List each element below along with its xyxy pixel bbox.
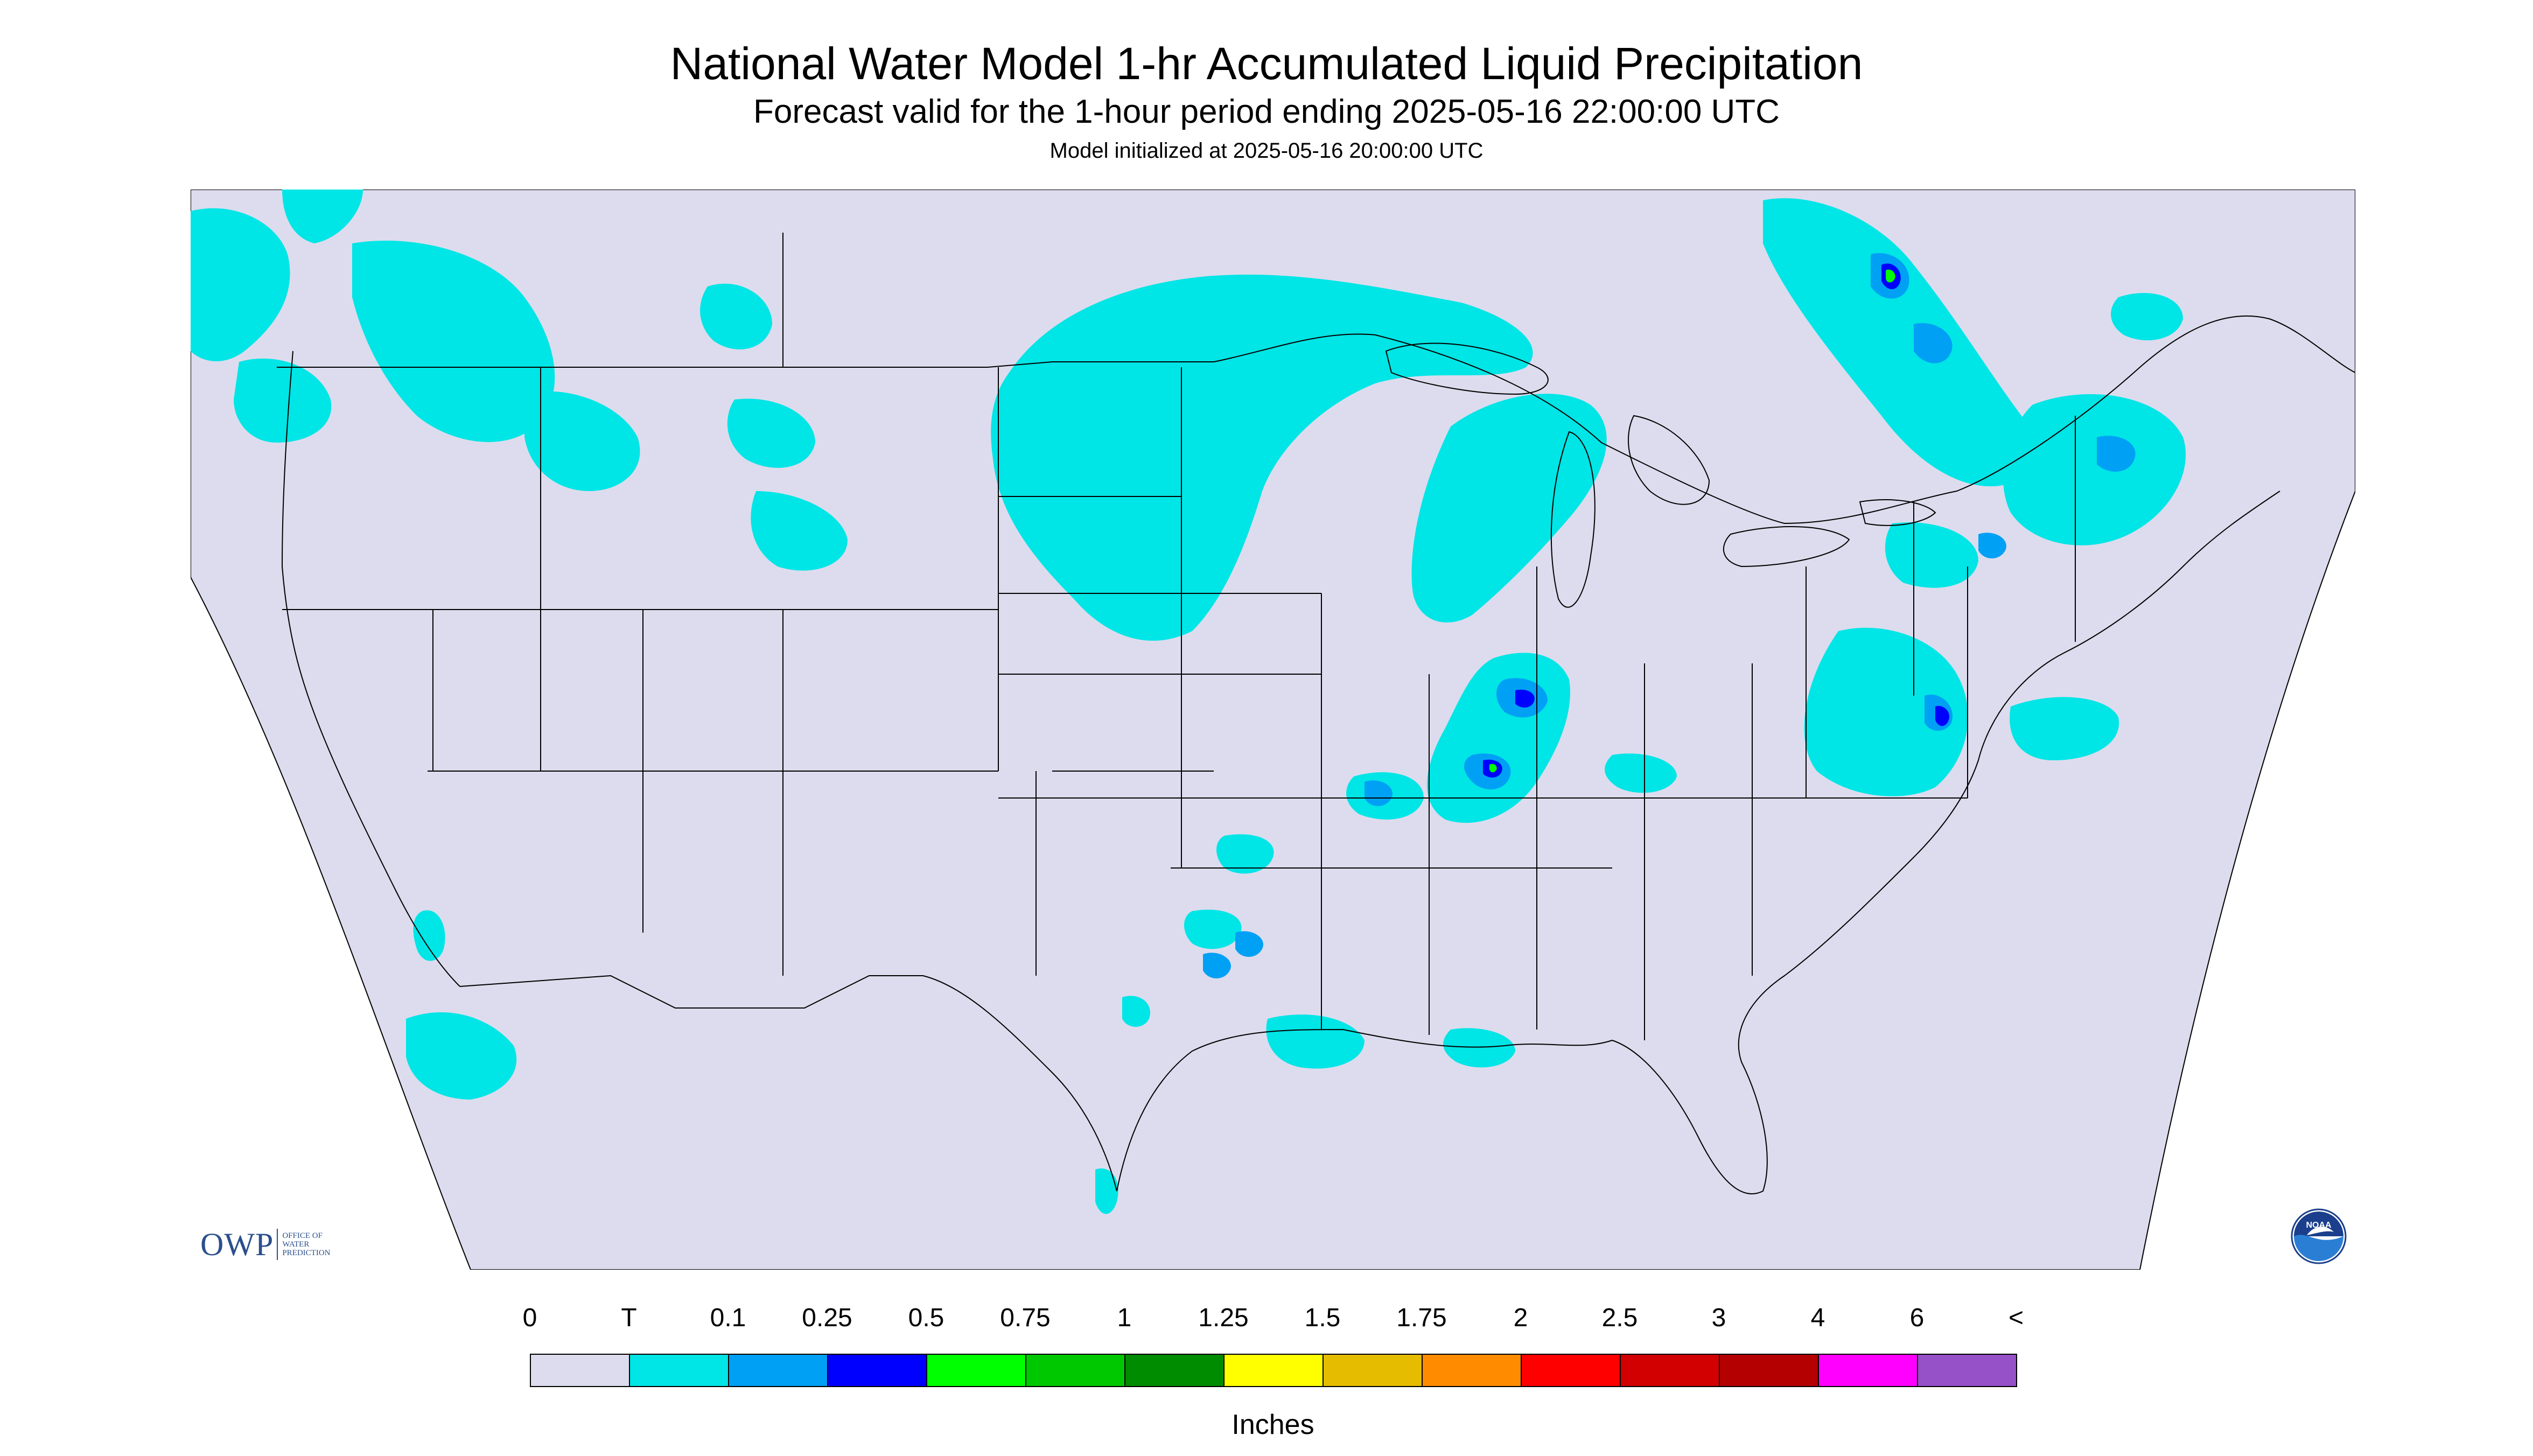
legend-swatch: [828, 1355, 927, 1386]
legend-tick-label: 0.75: [1000, 1304, 1051, 1332]
model-domain: [191, 190, 2355, 1270]
precip-moderate-cores: [1483, 263, 1949, 778]
legend-tick-label: <: [2008, 1304, 2024, 1332]
legend-units: Inches: [1231, 1409, 1314, 1440]
precipitation-map[interactable]: [191, 190, 2355, 1270]
legend-swatch: [927, 1355, 1026, 1386]
legend-swatch: [1224, 1355, 1324, 1386]
legend-swatch: [1918, 1355, 2016, 1386]
legend-tick-label: 0.25: [802, 1304, 852, 1332]
owp-logo: OWP OFFICE OF WATER PREDICTION: [200, 1226, 331, 1263]
legend-tick-label: 1.25: [1198, 1304, 1249, 1332]
legend-swatch: [1423, 1355, 1522, 1386]
noaa-logo: NOAA: [2291, 1208, 2347, 1264]
legend-swatch: [1125, 1355, 1224, 1386]
precipitation-legend: 0 T 0.1 0.25 0.5 0.75 1 1.25 1.5 1.75 2 2.5 3 4 6 < Inc…: [523, 1303, 2024, 1440]
legend-swatch: [531, 1355, 630, 1386]
map-title: National Water Model 1-hr Accumulated Li…: [670, 38, 1863, 89]
owp-logo-line3: PREDICTION: [282, 1249, 331, 1257]
legend-color-bar: [530, 1354, 2017, 1387]
legend-tick-label: 0.1: [710, 1304, 746, 1332]
legend-swatch: [1522, 1355, 1621, 1386]
legend-tick-label: 6: [1909, 1304, 1925, 1332]
legend-tick-label: 4: [1810, 1304, 1825, 1332]
legend-swatch: [1324, 1355, 1423, 1386]
legend-swatch: [729, 1355, 828, 1386]
model-init-subtitle: Model initialized at 2025-05-16 20:00:00…: [1049, 139, 1484, 163]
owp-logo-mark: OWP: [200, 1226, 274, 1262]
legend-swatch: [1819, 1355, 1918, 1386]
owp-logo-line1: OFFICE OF: [282, 1231, 323, 1240]
legend-tick-label: 3: [1711, 1304, 1726, 1332]
legend-tick-label: T: [621, 1304, 637, 1332]
legend-swatch: [1026, 1355, 1125, 1386]
legend-tick-label: 1: [1117, 1304, 1132, 1332]
legend-tick-label: 2.5: [1601, 1304, 1638, 1332]
legend-swatch: [1621, 1355, 1720, 1386]
great-lakes: [1385, 342, 1936, 608]
political-boundaries: [277, 233, 2355, 1194]
legend-tick-label: 1.75: [1396, 1304, 1447, 1332]
map-canvas: [191, 190, 2355, 1270]
forecast-valid-subtitle: Forecast valid for the 1-hour period end…: [753, 93, 1780, 130]
legend-swatch: [630, 1355, 729, 1386]
legend-swatch: [1720, 1355, 1819, 1386]
precip-trace-areas: [191, 190, 2186, 1214]
svg-text:NOAA: NOAA: [2306, 1221, 2332, 1230]
owp-logo-divider: [277, 1229, 278, 1260]
noaa-emblem-icon: NOAA: [2291, 1208, 2347, 1264]
precip-heavy-cores: [1489, 269, 1895, 773]
legend-tick-label: 1.5: [1304, 1304, 1341, 1332]
legend-tick-label: 2: [1513, 1304, 1528, 1332]
legend-tick-label: 0: [522, 1304, 537, 1332]
legend-tick-label: 0.5: [908, 1304, 944, 1332]
owp-logo-text: OFFICE OF WATER PREDICTION: [282, 1231, 330, 1257]
owp-logo-line2: WATER: [282, 1240, 310, 1249]
